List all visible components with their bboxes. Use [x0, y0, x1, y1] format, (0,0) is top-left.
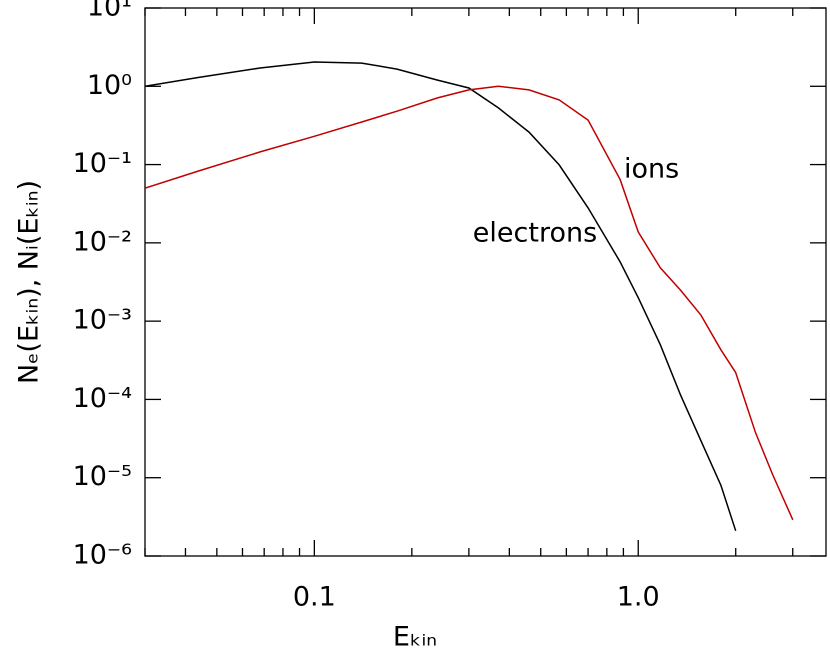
annotation: electrons — [473, 217, 597, 248]
x-tick-label: 0.1 — [293, 582, 336, 613]
y-tick-label: 10⁰ — [87, 70, 132, 101]
y-axis-label: Nₑ(Eₖᵢₙ), Nᵢ(Eₖᵢₙ) — [14, 180, 45, 384]
annotation: ions — [624, 154, 679, 185]
x-tick-label: 1.0 — [617, 582, 660, 613]
series-line — [145, 61, 737, 532]
y-tick-label: 10¹ — [87, 0, 132, 23]
y-tick-label: 10⁻⁶ — [73, 540, 132, 571]
plot-area — [145, 61, 794, 532]
series-line — [145, 85, 794, 521]
y-tick-label: 10⁻⁵ — [73, 461, 132, 492]
y-tick-label: 10⁻⁴ — [73, 383, 132, 414]
y-tick-label: 10⁻² — [73, 226, 132, 257]
plot-frame — [144, 7, 827, 557]
y-tick-label: 10⁻³ — [73, 305, 132, 336]
y-tick-label: 10⁻¹ — [73, 148, 132, 179]
x-axis-label: Eₖᵢₙ — [393, 622, 437, 653]
